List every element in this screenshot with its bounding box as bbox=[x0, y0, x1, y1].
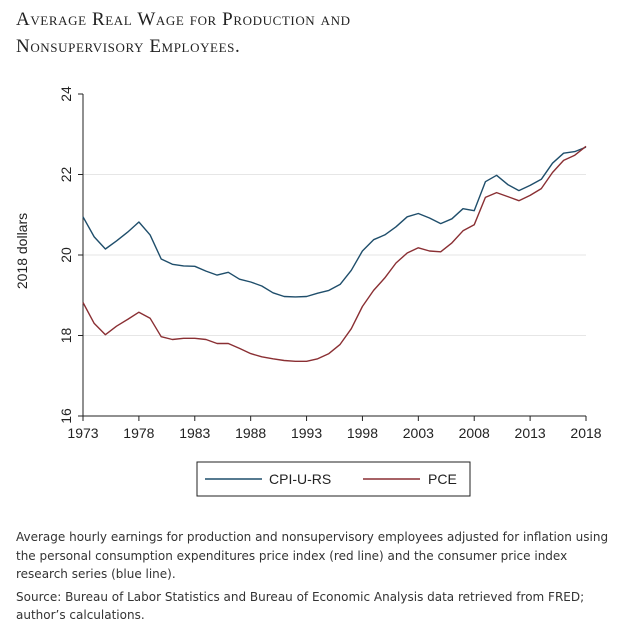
x-tick-label-1988: 1988 bbox=[235, 425, 266, 441]
x-tick-label-1978: 1978 bbox=[123, 425, 154, 441]
title-line-1: Average Real Wage for Production and bbox=[16, 9, 351, 30]
y-tick-label-22: 22 bbox=[58, 167, 74, 183]
axes: 16 18 20 22 24 1973 1978 1983 1988 1993 1998 2003 20… bbox=[58, 86, 602, 441]
gridlines bbox=[83, 174, 586, 336]
series-line-cpi-u-rs bbox=[82, 146, 587, 298]
legend-label-cpi-u-rs: CPI-U-RS bbox=[269, 471, 331, 487]
y-tick-label-24: 24 bbox=[58, 86, 74, 102]
legend: CPI-U-RS PCE bbox=[196, 461, 471, 497]
x-tick-label-1993: 1993 bbox=[291, 425, 322, 441]
x-tick-label-2003: 2003 bbox=[403, 425, 434, 441]
chart-title: Average Real Wage for Production and Non… bbox=[16, 6, 606, 60]
line-chart: 16 18 20 22 24 1973 1978 1983 1988 1993 1998 2003 20… bbox=[14, 86, 602, 497]
series-lines bbox=[82, 145, 587, 362]
title-line-2: Nonsupervisory Employees. bbox=[16, 36, 241, 57]
y-tick-label-16: 16 bbox=[58, 408, 74, 424]
x-tick-label-1973: 1973 bbox=[67, 425, 98, 441]
x-tick-label-2013: 2013 bbox=[515, 425, 546, 441]
x-tick-label-2008: 2008 bbox=[459, 425, 490, 441]
legend-label-pce: PCE bbox=[428, 471, 457, 487]
caption: Average hourly earnings for production a… bbox=[16, 528, 612, 629]
x-tick-label-1998: 1998 bbox=[347, 425, 378, 441]
x-tick-label-1983: 1983 bbox=[179, 425, 210, 441]
y-axis-title: 2018 dollars bbox=[14, 213, 30, 289]
y-tick-label-18: 18 bbox=[58, 328, 74, 344]
caption-note: Average hourly earnings for production a… bbox=[16, 530, 609, 581]
series-line-pce bbox=[82, 145, 587, 362]
caption-source: Source: Bureau of Labor Statistics and B… bbox=[16, 589, 585, 623]
x-tick-label-2018: 2018 bbox=[570, 425, 601, 441]
y-tick-label-20: 20 bbox=[58, 247, 74, 263]
